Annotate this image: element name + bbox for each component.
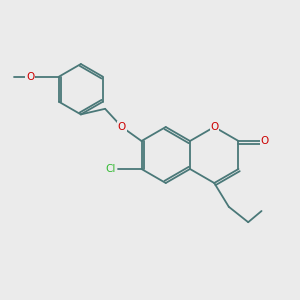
Text: O: O bbox=[26, 72, 34, 82]
Text: Cl: Cl bbox=[105, 164, 116, 174]
Text: O: O bbox=[118, 122, 126, 132]
Text: O: O bbox=[210, 122, 218, 132]
Text: O: O bbox=[260, 136, 269, 146]
